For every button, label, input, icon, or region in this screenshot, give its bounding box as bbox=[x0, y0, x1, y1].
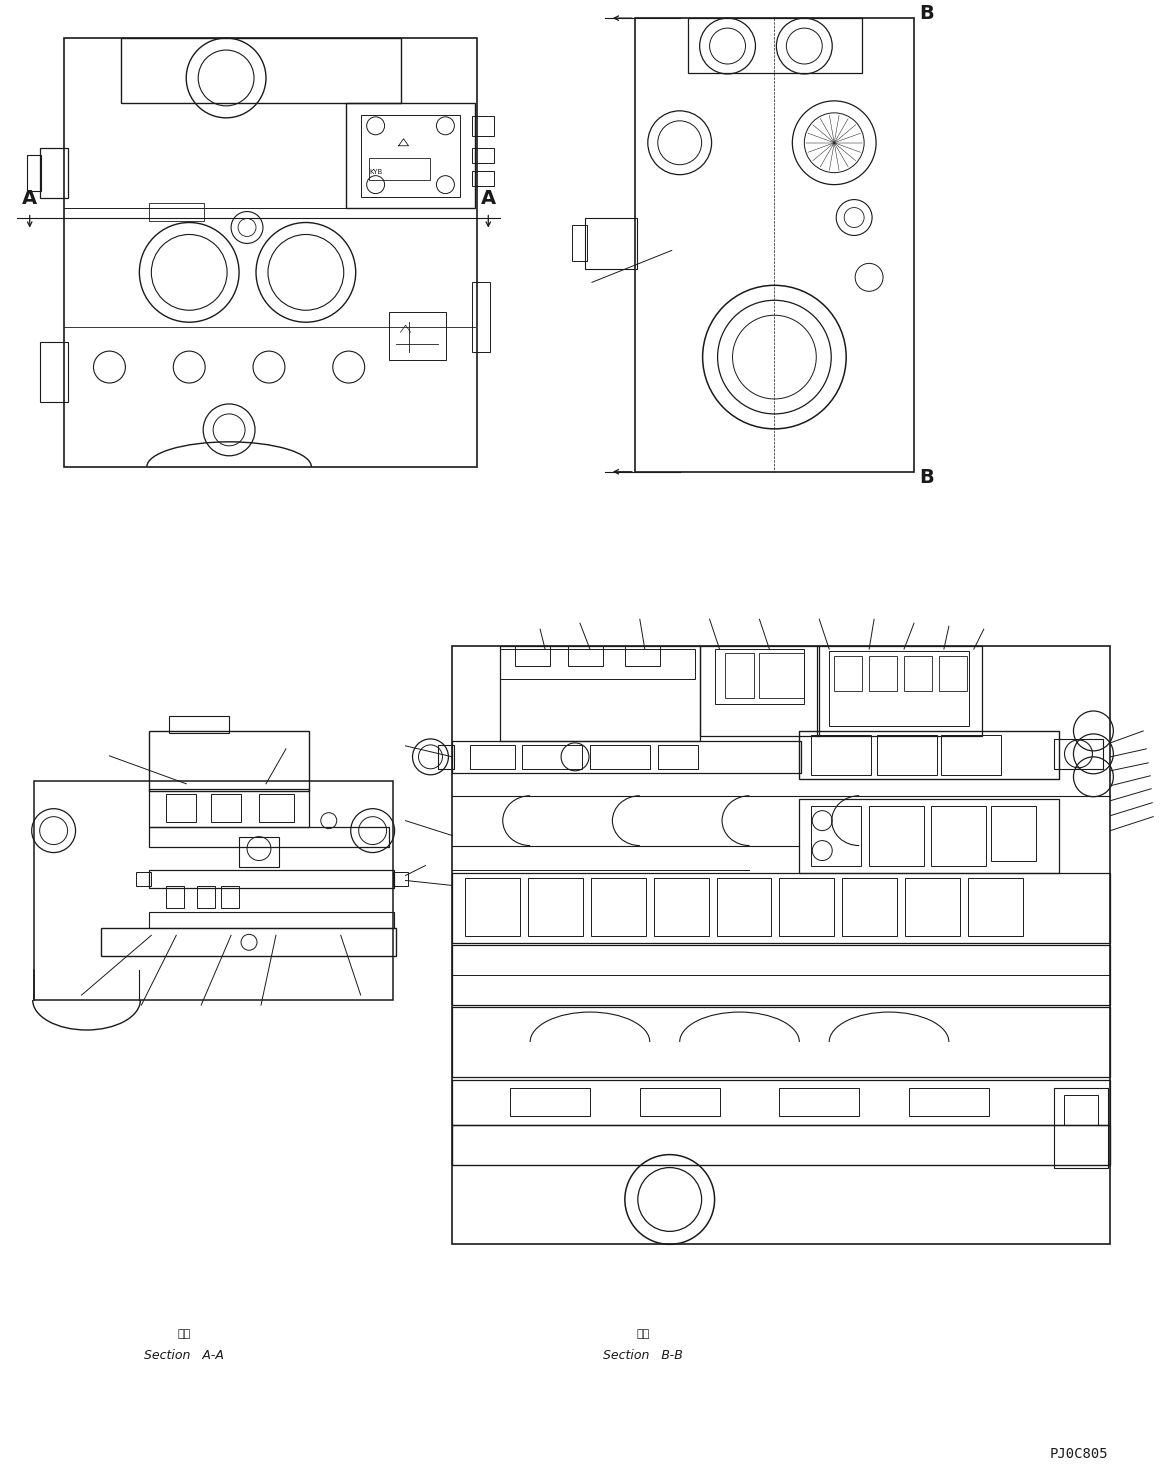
Bar bbox=[829, 652, 969, 726]
Bar bbox=[259, 794, 294, 822]
Bar bbox=[240, 837, 279, 866]
Bar bbox=[369, 157, 430, 179]
Bar bbox=[149, 826, 388, 847]
Bar bbox=[27, 154, 41, 191]
Bar bbox=[658, 745, 698, 769]
Bar bbox=[905, 878, 959, 936]
Bar bbox=[585, 218, 637, 270]
Bar bbox=[472, 170, 494, 185]
Text: KYB: KYB bbox=[369, 169, 383, 175]
Text: PJ0C805: PJ0C805 bbox=[1049, 1447, 1108, 1460]
Text: B: B bbox=[920, 3, 934, 22]
Bar bbox=[166, 794, 197, 822]
Bar bbox=[700, 646, 819, 736]
Bar bbox=[149, 871, 393, 889]
Text: A: A bbox=[480, 190, 495, 209]
Bar bbox=[361, 116, 461, 197]
Bar bbox=[842, 878, 897, 936]
Text: Section   A-A: Section A-A bbox=[144, 1349, 224, 1363]
Bar bbox=[34, 780, 393, 1000]
Bar bbox=[166, 887, 184, 908]
Bar bbox=[625, 646, 659, 666]
Bar bbox=[904, 656, 932, 692]
Bar bbox=[779, 878, 834, 936]
Bar bbox=[149, 789, 309, 826]
Bar bbox=[869, 656, 897, 692]
Bar bbox=[725, 653, 755, 698]
Bar bbox=[779, 1089, 859, 1115]
Bar bbox=[452, 1124, 1111, 1164]
Bar bbox=[640, 1089, 720, 1115]
Bar bbox=[345, 102, 476, 207]
Bar bbox=[941, 735, 1000, 775]
Bar bbox=[877, 735, 937, 775]
Bar bbox=[1054, 739, 1104, 769]
Bar bbox=[568, 646, 602, 666]
Bar bbox=[136, 872, 151, 887]
Bar bbox=[388, 312, 447, 360]
Bar bbox=[452, 740, 801, 773]
Bar bbox=[221, 887, 240, 908]
Bar bbox=[472, 116, 494, 136]
Bar bbox=[515, 646, 550, 666]
Bar bbox=[591, 878, 645, 936]
Text: 断面: 断面 bbox=[178, 1328, 191, 1339]
Text: B: B bbox=[920, 468, 934, 487]
Bar bbox=[1054, 1089, 1108, 1167]
Bar bbox=[759, 653, 805, 698]
Bar bbox=[528, 878, 583, 936]
Text: A: A bbox=[22, 190, 37, 209]
Text: 断面: 断面 bbox=[636, 1328, 649, 1339]
Bar bbox=[101, 929, 395, 957]
Bar bbox=[909, 1089, 989, 1115]
Bar bbox=[991, 806, 1035, 860]
Bar bbox=[1063, 1094, 1098, 1124]
Bar bbox=[572, 225, 587, 261]
Bar bbox=[714, 649, 805, 703]
Bar bbox=[687, 18, 862, 73]
Bar bbox=[930, 806, 986, 865]
Bar bbox=[939, 656, 966, 692]
Bar bbox=[472, 148, 494, 163]
Bar bbox=[452, 1007, 1111, 1077]
Bar bbox=[869, 806, 923, 865]
Bar bbox=[472, 283, 491, 352]
Bar bbox=[470, 745, 515, 769]
Bar bbox=[654, 878, 708, 936]
Bar bbox=[452, 945, 1111, 1006]
Bar bbox=[149, 203, 205, 221]
Bar bbox=[968, 878, 1022, 936]
Bar bbox=[590, 745, 650, 769]
Bar bbox=[212, 794, 241, 822]
Bar bbox=[121, 39, 400, 102]
Bar bbox=[198, 887, 215, 908]
Bar bbox=[511, 1089, 590, 1115]
Bar bbox=[393, 872, 407, 887]
Bar bbox=[465, 878, 520, 936]
Bar bbox=[40, 148, 67, 197]
Bar bbox=[818, 646, 982, 736]
Bar bbox=[500, 646, 700, 740]
Bar bbox=[522, 745, 582, 769]
Bar bbox=[812, 806, 861, 865]
Bar bbox=[834, 656, 862, 692]
Bar bbox=[812, 735, 871, 775]
Bar bbox=[799, 798, 1058, 874]
Bar bbox=[799, 732, 1058, 779]
Bar bbox=[452, 646, 1111, 1244]
Bar bbox=[170, 715, 229, 733]
Bar bbox=[452, 1080, 1111, 1124]
Bar bbox=[452, 874, 1111, 943]
Bar bbox=[149, 912, 393, 929]
Bar bbox=[40, 342, 67, 401]
Bar bbox=[438, 745, 455, 769]
Bar bbox=[64, 39, 477, 467]
Bar bbox=[635, 18, 914, 472]
Bar bbox=[149, 732, 309, 791]
Bar bbox=[716, 878, 771, 936]
Bar bbox=[500, 649, 694, 680]
Text: Section   B-B: Section B-B bbox=[602, 1349, 683, 1363]
